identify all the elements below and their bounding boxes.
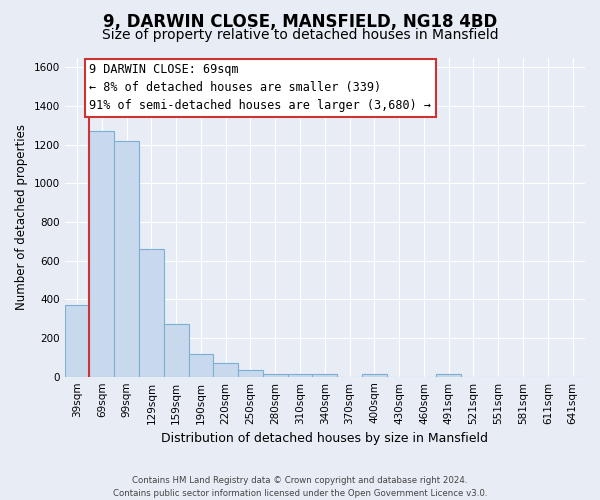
Bar	[89, 131, 114, 376]
Bar	[238, 370, 263, 376]
Bar	[436, 374, 461, 376]
Bar	[287, 374, 313, 376]
Bar	[188, 354, 214, 376]
Bar	[313, 374, 337, 376]
Bar	[114, 140, 139, 376]
Y-axis label: Number of detached properties: Number of detached properties	[15, 124, 28, 310]
Bar	[65, 305, 89, 376]
Text: Contains HM Land Registry data © Crown copyright and database right 2024.
Contai: Contains HM Land Registry data © Crown c…	[113, 476, 487, 498]
Text: Size of property relative to detached houses in Mansfield: Size of property relative to detached ho…	[101, 28, 499, 42]
Bar	[263, 374, 287, 376]
Bar	[214, 363, 238, 376]
Bar	[139, 249, 164, 376]
Bar	[164, 324, 188, 376]
Bar	[362, 374, 387, 376]
Text: 9, DARWIN CLOSE, MANSFIELD, NG18 4BD: 9, DARWIN CLOSE, MANSFIELD, NG18 4BD	[103, 12, 497, 30]
Text: 9 DARWIN CLOSE: 69sqm
← 8% of detached houses are smaller (339)
91% of semi-deta: 9 DARWIN CLOSE: 69sqm ← 8% of detached h…	[89, 64, 431, 112]
X-axis label: Distribution of detached houses by size in Mansfield: Distribution of detached houses by size …	[161, 432, 488, 445]
